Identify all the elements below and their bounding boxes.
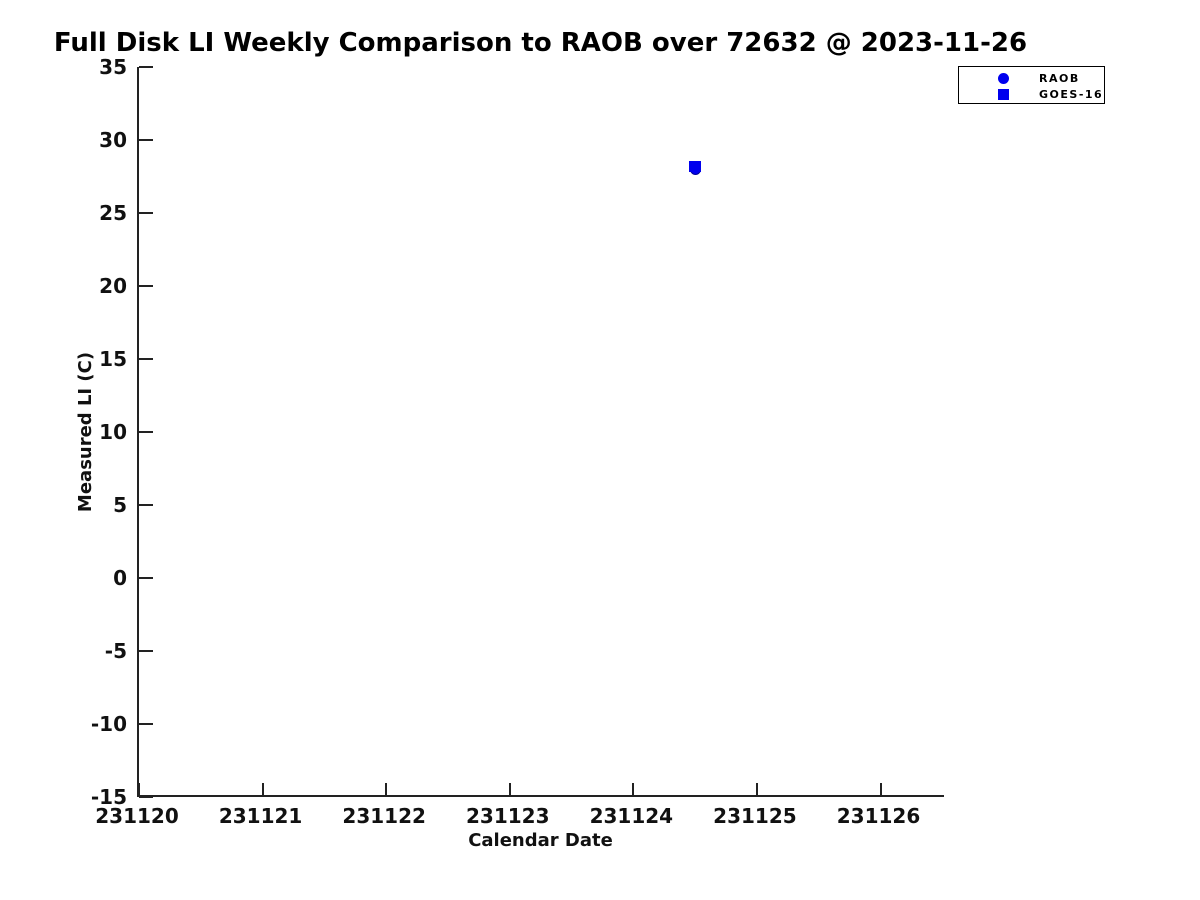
y-tick-label: 5 (113, 493, 127, 517)
y-tick-mark (139, 285, 153, 287)
y-tick-mark (139, 212, 153, 214)
y-tick-label: 35 (99, 55, 127, 79)
chart-title: Full Disk LI Weekly Comparison to RAOB o… (53, 28, 1028, 58)
x-tick-label: 231120 (95, 804, 179, 828)
y-tick-mark (139, 796, 153, 798)
y-tick-label: 15 (99, 347, 127, 371)
x-tick-mark (755, 783, 758, 797)
x-tick-label: 231122 (342, 804, 426, 828)
y-tick-mark (139, 650, 153, 652)
x-tick-label: 231121 (218, 804, 303, 828)
square-marker-icon (998, 89, 1009, 100)
legend-label-goes16: GOES-16 (1039, 88, 1104, 101)
legend-item-goes16: GOES-16 (959, 86, 1104, 102)
x-tick-label: 231123 (466, 804, 550, 828)
x-tick-mark (632, 783, 635, 797)
x-tick-mark (261, 783, 264, 797)
x-tick-label: 231125 (713, 804, 797, 828)
y-tick-mark (139, 66, 153, 68)
y-axis-label: Measured LI (C) (75, 351, 96, 513)
y-tick-mark (139, 139, 153, 141)
y-tick-label: 20 (99, 274, 127, 298)
x-tick-mark (508, 783, 511, 797)
y-tick-label: -15 (90, 785, 127, 809)
goes-16-data-marker (689, 160, 702, 172)
y-tick-label: 30 (99, 128, 127, 152)
y-tick-mark (139, 723, 153, 725)
y-tick-mark (139, 431, 153, 433)
x-tick-mark (879, 783, 882, 797)
y-tick-mark (139, 577, 153, 579)
y-tick-mark (139, 504, 153, 506)
y-tick-label: -10 (90, 712, 127, 736)
legend-label-raob: RAOB (1039, 72, 1080, 85)
y-tick-label: 0 (113, 566, 127, 590)
x-tick-mark (138, 783, 140, 797)
x-axis-label: Calendar Date (468, 830, 613, 851)
y-tick-label: 10 (99, 420, 127, 444)
legend: RAOB GOES-16 (958, 66, 1105, 104)
y-tick-label: 25 (99, 201, 127, 225)
x-tick-label: 231126 (836, 804, 921, 828)
y-tick-label: -5 (104, 639, 127, 663)
y-tick-mark (139, 358, 153, 360)
x-tick-label: 231124 (589, 804, 674, 828)
legend-item-raob: RAOB (959, 70, 1104, 86)
x-tick-mark (385, 783, 388, 797)
plot-area (137, 66, 944, 798)
circle-marker-icon (998, 73, 1009, 84)
